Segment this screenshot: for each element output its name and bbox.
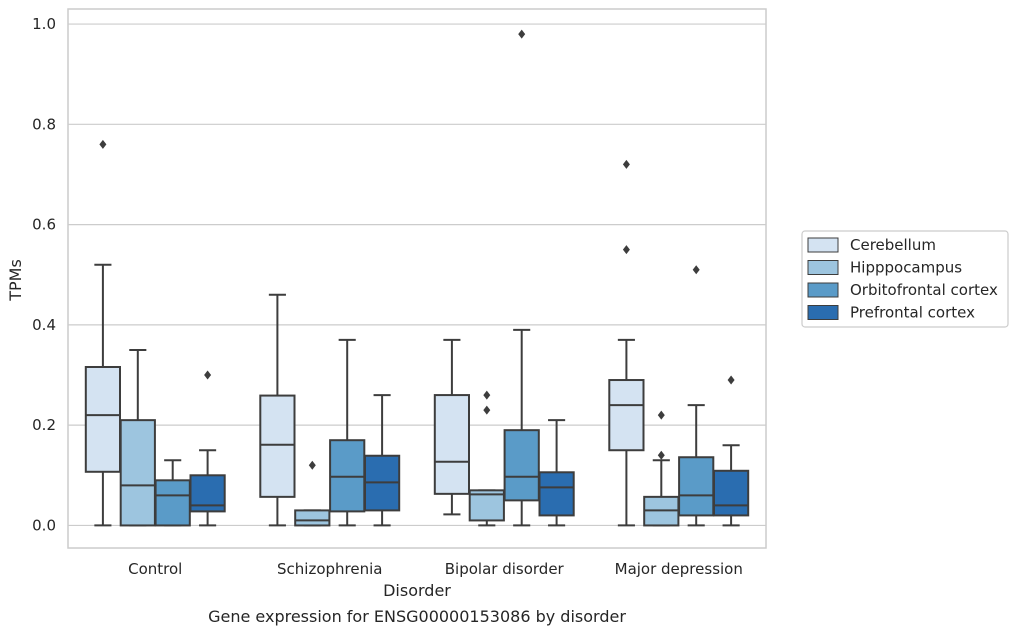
outlier-point bbox=[518, 29, 526, 39]
box-group bbox=[189, 370, 226, 527]
box bbox=[433, 394, 471, 495]
legend-frame bbox=[801, 230, 1009, 328]
box-group bbox=[538, 419, 575, 527]
box bbox=[154, 479, 191, 527]
box-group bbox=[363, 394, 401, 527]
y-tick-labels: 0.0 0.2 0.4 0.6 0.8 1.0 bbox=[32, 15, 56, 534]
legend: Cerebellum Hipppocampus Orbitofrontal cort… bbox=[801, 230, 1009, 328]
x-tick-label: Major depression bbox=[615, 560, 743, 578]
box bbox=[84, 365, 122, 473]
box bbox=[294, 509, 331, 527]
legend-label: Hipppocampus bbox=[850, 259, 962, 277]
y-tick-label: 0.8 bbox=[32, 115, 56, 133]
box-group bbox=[468, 390, 505, 527]
box-group bbox=[294, 460, 331, 527]
box bbox=[119, 419, 156, 527]
y-tick-label: 0.4 bbox=[32, 316, 56, 334]
box-group bbox=[119, 348, 156, 527]
legend-swatch bbox=[807, 305, 839, 320]
box-group bbox=[154, 459, 191, 527]
y-tick-label: 0.0 bbox=[32, 516, 56, 534]
box-group bbox=[643, 410, 680, 527]
outlier-point bbox=[308, 460, 316, 470]
outlier-point bbox=[622, 245, 630, 255]
x-tick-label: Schizophrenia bbox=[277, 560, 382, 578]
y-tick-label: 1.0 bbox=[32, 15, 56, 33]
outlier-point bbox=[204, 370, 212, 380]
outlier-point bbox=[99, 139, 107, 149]
figure-caption: Gene expression for ENSG00000153086 by d… bbox=[208, 607, 626, 626]
gridlines bbox=[68, 23, 766, 527]
outlier-point bbox=[692, 265, 700, 275]
box bbox=[503, 429, 540, 502]
y-tick-label: 0.6 bbox=[32, 216, 56, 234]
legend-label: Cerebellum bbox=[850, 236, 936, 254]
box bbox=[538, 471, 575, 517]
box-group bbox=[433, 338, 471, 516]
box bbox=[608, 379, 645, 452]
box-group bbox=[329, 338, 366, 527]
legend-label: Orbitofrontal cortex bbox=[850, 281, 998, 299]
box-group bbox=[259, 293, 296, 527]
box bbox=[259, 394, 296, 498]
legend-label: Prefrontal cortex bbox=[850, 304, 975, 322]
box bbox=[468, 489, 505, 522]
box bbox=[712, 469, 750, 517]
outlier-point bbox=[727, 375, 735, 385]
outlier-point bbox=[657, 410, 665, 420]
y-tick-label: 0.2 bbox=[32, 416, 56, 434]
x-axis-title: Disorder bbox=[383, 581, 451, 600]
box bbox=[329, 439, 366, 513]
legend-swatch bbox=[807, 260, 839, 275]
x-tick-labels: Control Schizophrenia Bipolar disorder Majo… bbox=[128, 560, 743, 578]
box-group bbox=[678, 265, 715, 527]
legend-swatch bbox=[807, 282, 839, 298]
box-group bbox=[608, 159, 645, 527]
plot-frame bbox=[67, 8, 767, 549]
outlier-point bbox=[483, 405, 491, 415]
box-group bbox=[712, 375, 750, 527]
box bbox=[678, 456, 715, 517]
legend-swatch bbox=[807, 237, 839, 253]
outlier-point bbox=[622, 159, 630, 169]
outlier-point bbox=[483, 390, 491, 400]
box-group bbox=[503, 29, 540, 527]
outlier-point bbox=[657, 450, 665, 460]
x-tick-label: Control bbox=[128, 560, 182, 578]
box-group bbox=[84, 139, 122, 527]
boxes bbox=[84, 29, 750, 527]
y-axis-title: TPMs bbox=[6, 259, 25, 302]
x-tick-label: Bipolar disorder bbox=[445, 560, 565, 578]
